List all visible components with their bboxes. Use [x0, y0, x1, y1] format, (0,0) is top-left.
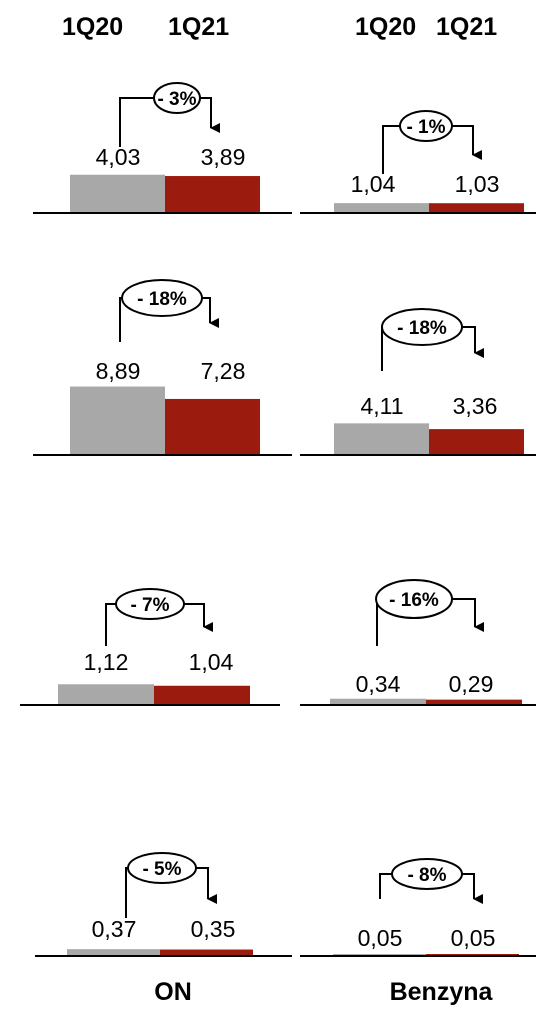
value-label-current: 0,29 — [449, 671, 494, 697]
change-oval — [115, 588, 185, 620]
change-arrow — [119, 97, 211, 147]
change-oval — [381, 308, 463, 346]
bar-current — [165, 176, 260, 213]
change-arrow — [382, 125, 473, 174]
chart-panel-2: 1,04 1,03 - 1% — [300, 110, 536, 214]
value-label-current: 1,03 — [455, 171, 500, 197]
change-oval — [399, 110, 453, 142]
change-percent-label: - 7% — [130, 595, 169, 616]
change-arrow — [379, 873, 474, 899]
value-label-current: 3,36 — [453, 393, 498, 419]
change-arrow — [381, 326, 475, 371]
bar-prior — [70, 174, 165, 213]
value-label-current: 0,05 — [451, 925, 496, 951]
value-label-prior: 4,11 — [360, 393, 403, 419]
bar-prior — [58, 684, 154, 705]
bar-current — [426, 699, 522, 705]
value-label-prior: 0,37 — [92, 916, 137, 942]
change-oval — [153, 82, 201, 114]
change-percent-label: - 5% — [142, 859, 181, 880]
value-label-current: 0,35 — [191, 916, 236, 942]
change-oval — [375, 579, 453, 619]
header-left-current: 1Q21 — [168, 13, 229, 41]
bar-current — [165, 398, 260, 455]
bar-prior — [334, 203, 429, 213]
bar-prior — [334, 423, 429, 455]
value-label-current: 1,04 — [189, 649, 234, 675]
chart-panel-5: 1,12 1,04 - 7% — [20, 588, 280, 706]
chart-panel-7: 0,37 0,35 - 5% — [35, 852, 292, 957]
bar-prior — [70, 386, 165, 455]
chart-panel-3: 8,89 7,28 - 18% — [33, 279, 292, 456]
footer-right-label: Benzyna — [390, 978, 494, 1006]
value-label-current: 7,28 — [201, 358, 246, 384]
chart-panel-6: 0,34 0,29 - 16% — [300, 579, 536, 706]
bar-current — [429, 429, 524, 455]
change-percent-label: - 8% — [407, 865, 446, 886]
bar-current — [429, 203, 524, 213]
bar-current — [154, 685, 250, 705]
value-label-prior: 0,05 — [358, 925, 403, 951]
footer-left-label: ON — [154, 978, 192, 1006]
header-right-prior: 1Q20 — [355, 13, 416, 41]
change-arrow — [105, 603, 204, 646]
value-label-current: 3,89 — [201, 144, 246, 170]
value-label-prior: 1,12 — [84, 649, 129, 675]
value-label-prior: 8,89 — [96, 358, 141, 384]
change-oval — [391, 858, 463, 890]
value-label-prior: 1,04 — [351, 171, 396, 197]
change-oval — [127, 852, 197, 884]
bar-prior — [67, 949, 160, 956]
change-percent-label: - 16% — [389, 590, 439, 611]
change-percent-label: - 1% — [406, 117, 445, 138]
header-left-prior: 1Q20 — [62, 13, 123, 41]
bar-prior — [330, 698, 426, 705]
chart-panel-4: 4,11 3,36 - 18% — [300, 308, 536, 456]
value-label-prior: 4,03 — [96, 144, 141, 170]
change-percent-label: - 3% — [157, 89, 196, 110]
change-oval — [121, 279, 203, 317]
change-percent-label: - 18% — [397, 318, 447, 339]
change-percent-label: - 18% — [137, 289, 187, 310]
bar-current — [160, 949, 253, 956]
chart-panel-1: 4,03 3,89 - 3% — [33, 82, 292, 214]
header-right-current: 1Q21 — [436, 13, 497, 41]
value-label-prior: 0,34 — [356, 671, 401, 697]
chart-panels: 4,03 3,89- 3%1,04 1,03- 1%8,89 7,28- 18%4,1… — [20, 82, 536, 957]
chart-panel-8: 0,05 0,05 - 8% — [300, 858, 536, 957]
